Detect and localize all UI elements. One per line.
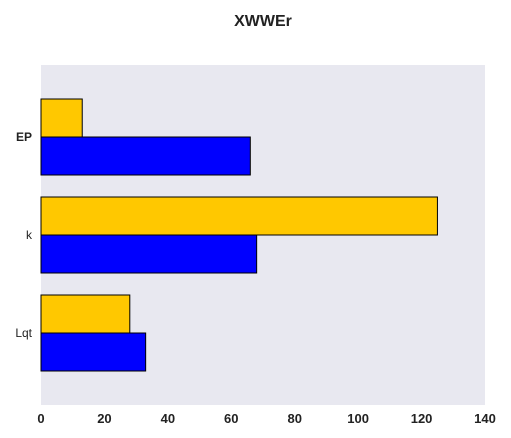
bar-EP-series-1 — [40, 98, 83, 138]
x-tick-label-140: 140 — [474, 411, 496, 426]
bar-EP-series-2 — [40, 136, 251, 176]
x-axis-tick-labels: 0 20 40 60 80 100 120 140 — [37, 411, 495, 426]
y-tick-label-k: k — [26, 228, 33, 242]
x-tick-label-120: 120 — [411, 411, 433, 426]
x-tick-label-60: 60 — [224, 411, 238, 426]
bar-k-series-1 — [40, 196, 438, 236]
bar-Lqt-series-2 — [40, 332, 147, 372]
x-tick-label-0: 0 — [37, 411, 44, 426]
x-tick-label-40: 40 — [161, 411, 175, 426]
y-tick-label-EP: EP — [16, 130, 32, 144]
y-axis-tick-labels: EP k Lqt — [15, 130, 33, 340]
chart-title: XWWEr — [234, 13, 292, 30]
x-tick-label-100: 100 — [347, 411, 369, 426]
bars-layer — [40, 98, 438, 372]
x-tick-label-20: 20 — [97, 411, 111, 426]
y-tick-label-Lqt: Lqt — [15, 326, 32, 340]
x-tick-label-80: 80 — [287, 411, 301, 426]
bar-Lqt-series-1 — [40, 294, 131, 334]
bar-k-series-2 — [40, 234, 258, 274]
